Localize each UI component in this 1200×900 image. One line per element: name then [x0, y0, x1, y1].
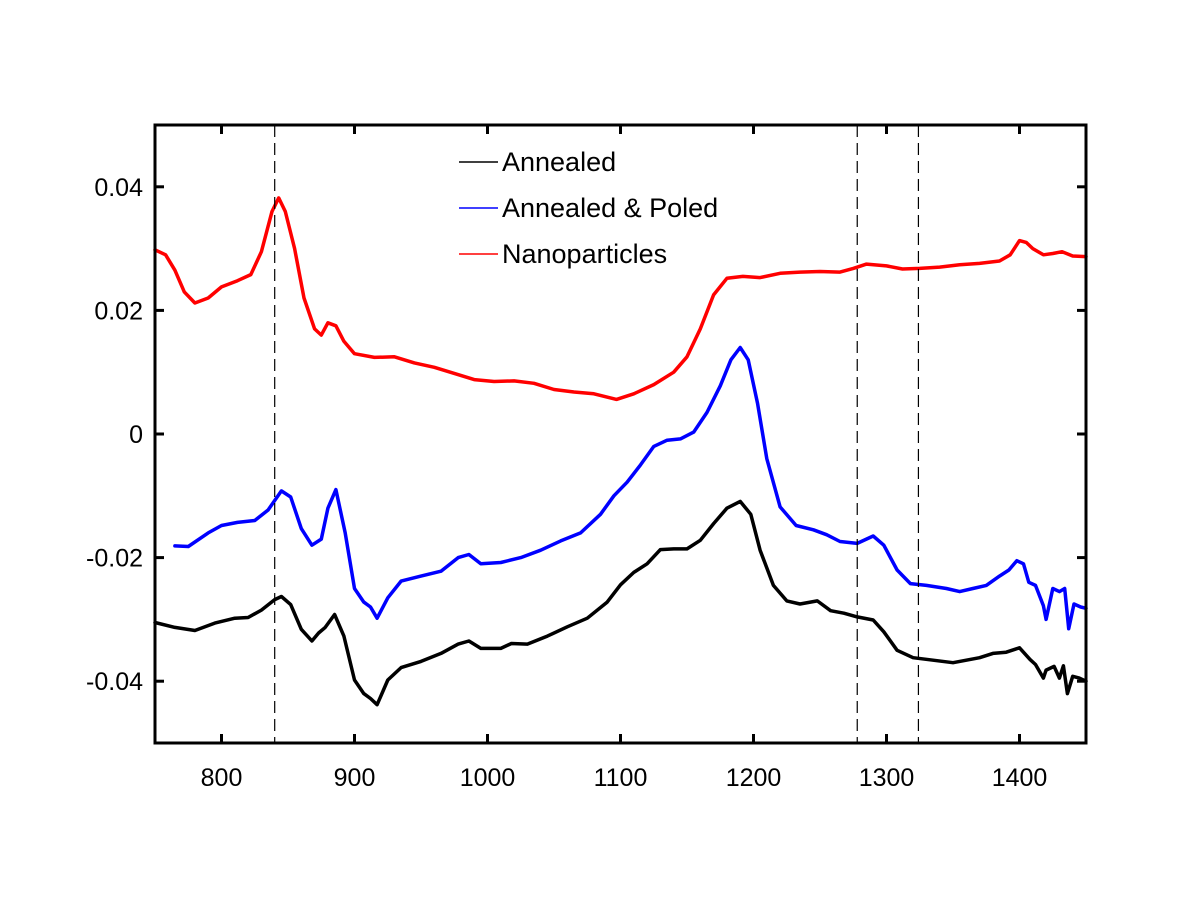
x-tick-label: 1000	[460, 764, 516, 792]
series-line-annealed	[153, 499, 1088, 707]
legend-label-annealed-and-poled: Annealed & Poled	[502, 193, 718, 223]
x-tick-label: 900	[334, 764, 376, 792]
y-tick-label: 0.02	[94, 297, 143, 325]
x-axis: 800 900 1000 1100 1200 1300 1400	[201, 125, 1048, 792]
legend-label-annealed: Annealed	[502, 147, 616, 177]
x-tick-label: 1200	[726, 764, 782, 792]
y-axis: 0.04 0.02 0 -0.02 -0.04	[86, 174, 1086, 696]
y-tick-label: 0.04	[94, 174, 143, 202]
x-tick-label: 1400	[992, 764, 1048, 792]
x-tick-label: 800	[201, 764, 243, 792]
y-tick-label: 0	[129, 421, 143, 449]
legend-label-nanoparticles: Nanoparticles	[502, 239, 667, 269]
series-line-nanoparticles	[153, 196, 1088, 402]
series-layer	[153, 196, 1088, 707]
x-tick-label: 1300	[859, 764, 915, 792]
y-tick-label: -0.04	[86, 668, 143, 696]
y-tick-label: -0.02	[86, 545, 143, 573]
reference-lines	[274, 125, 920, 743]
series-line-annealed-and-poled	[173, 345, 1088, 631]
legend: Annealed Annealed & Poled Nanoparticles	[459, 147, 718, 269]
x-tick-label: 1100	[594, 764, 648, 792]
